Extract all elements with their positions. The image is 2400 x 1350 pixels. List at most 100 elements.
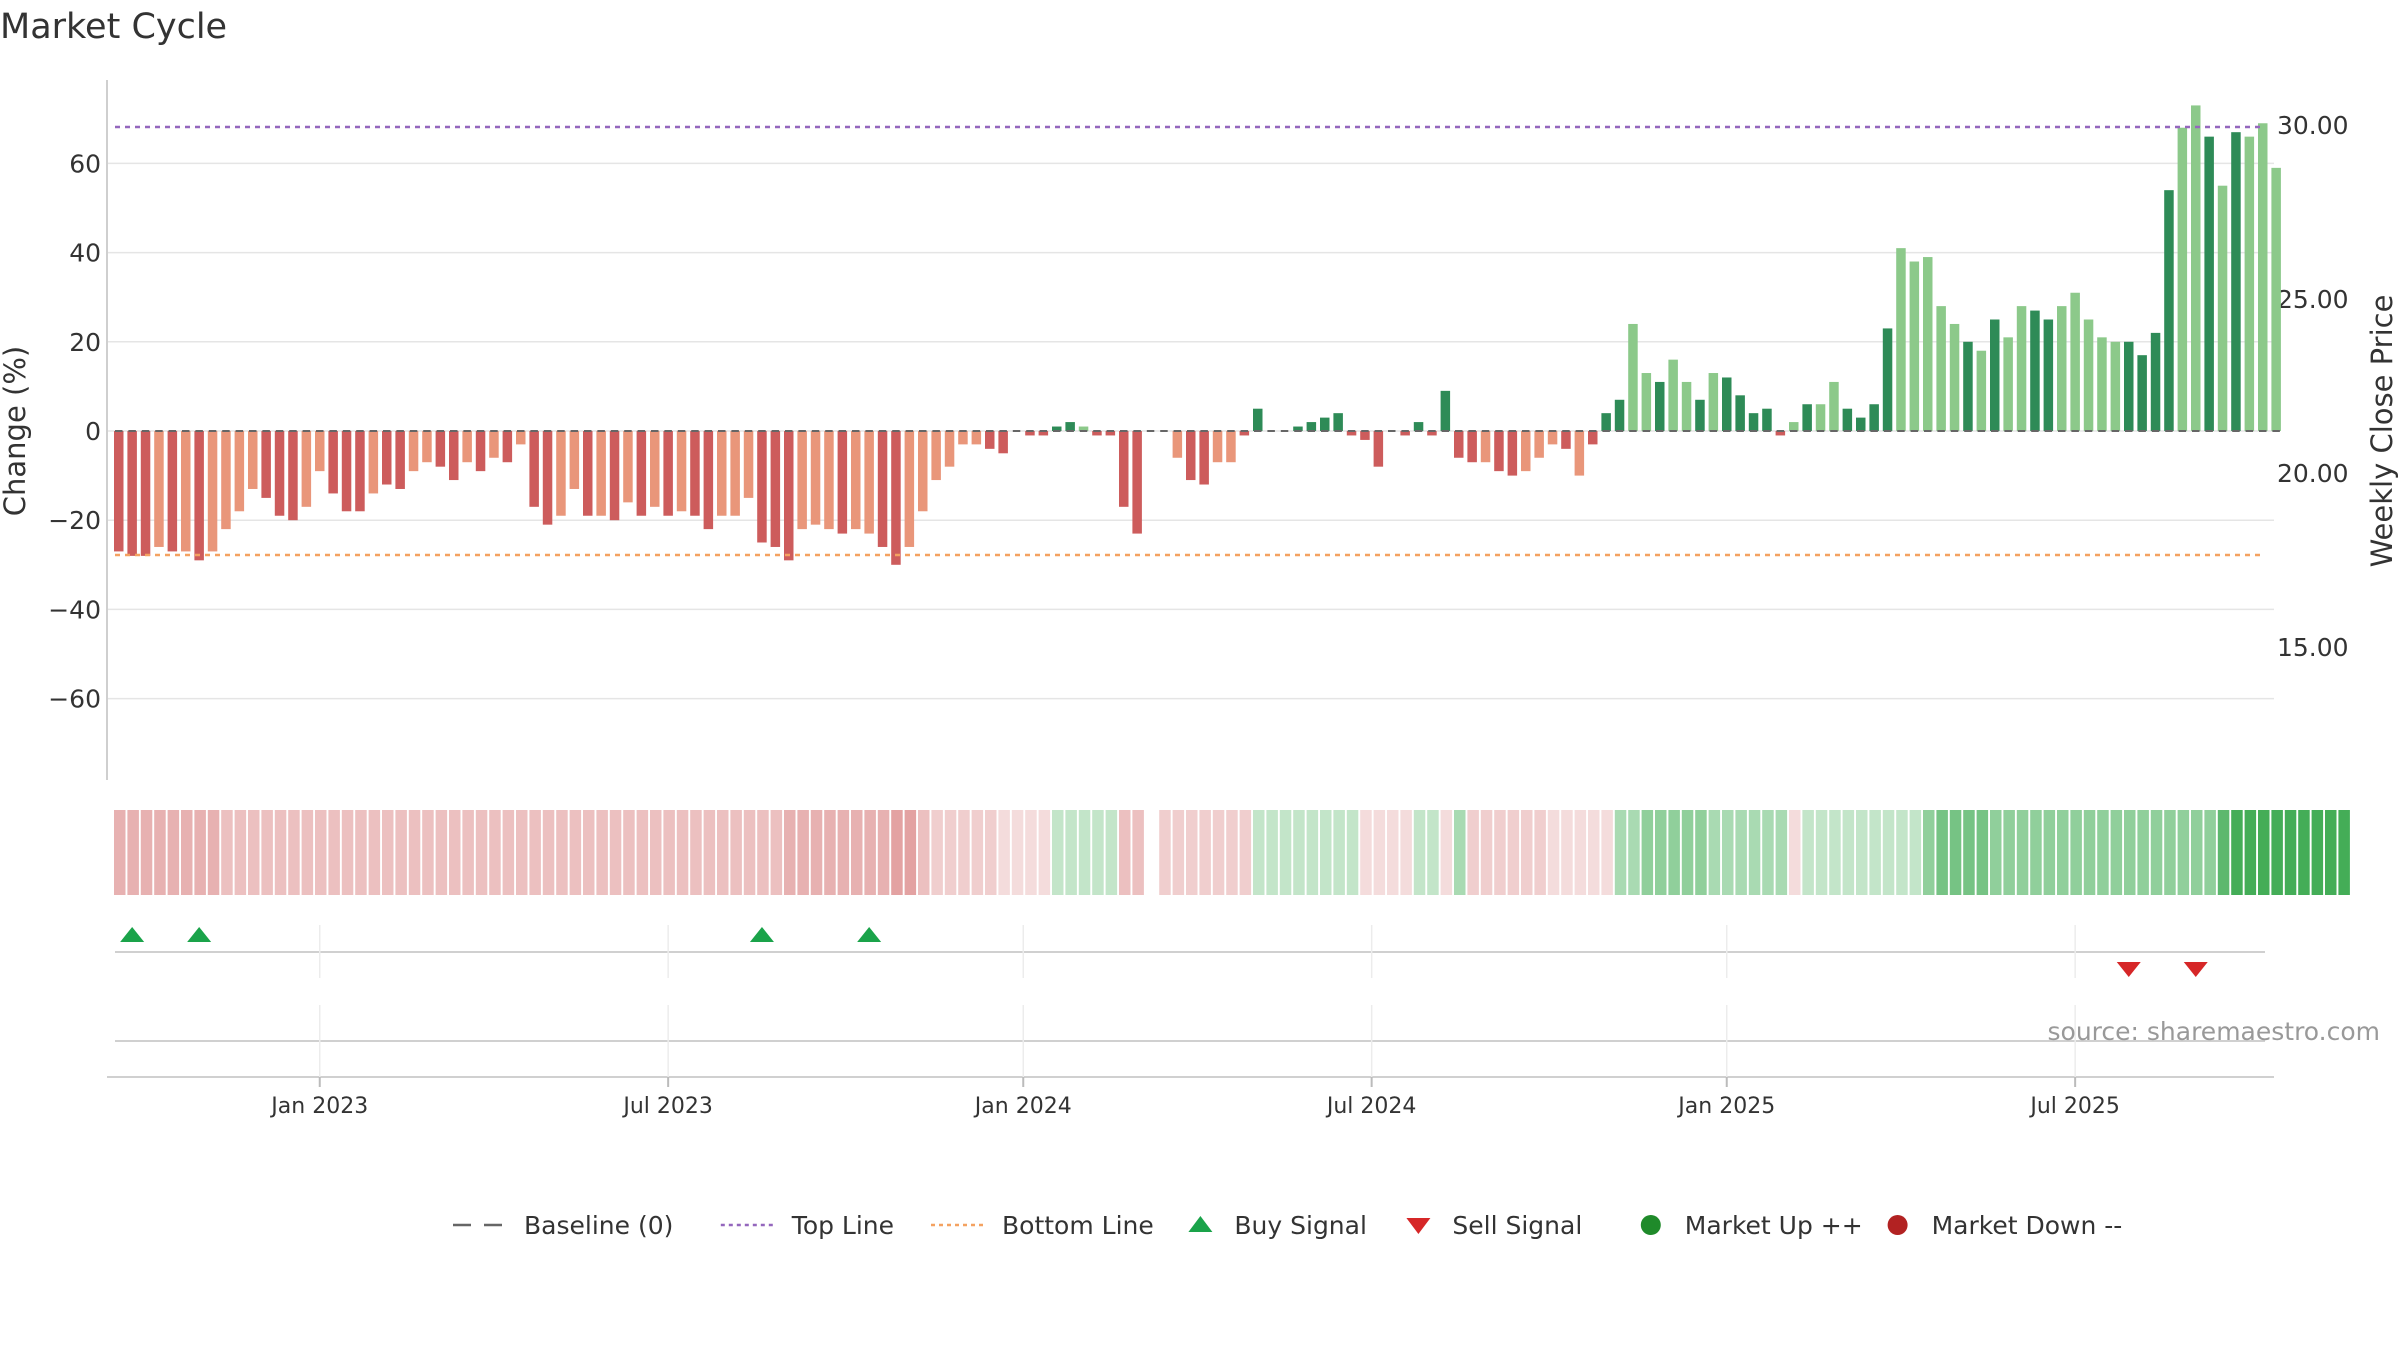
x-tick-label: Jan 2024 xyxy=(973,1094,1072,1119)
change-bar xyxy=(757,431,767,543)
y-axis-left-label: Change (%) xyxy=(0,346,32,516)
regime-cell xyxy=(1306,810,1319,895)
change-bar xyxy=(824,431,834,530)
regime-cell xyxy=(1346,810,1359,895)
regime-cell xyxy=(583,810,595,895)
regime-cell xyxy=(837,810,850,895)
change-bar xyxy=(1521,431,1531,472)
regime-cell xyxy=(301,810,314,895)
chart-title: Market Cycle xyxy=(0,7,227,47)
regime-cell xyxy=(1802,810,1814,895)
change-bar xyxy=(1092,431,1102,436)
sell-signal-marker xyxy=(2116,962,2141,977)
regime-cell xyxy=(663,810,675,895)
change-bar xyxy=(1078,426,1089,431)
regime-cell xyxy=(1320,810,1332,895)
legend-item: Top Line xyxy=(720,1211,894,1240)
change-bar xyxy=(1346,431,1357,436)
regime-cell xyxy=(462,810,474,895)
change-bar xyxy=(609,431,620,521)
regime-cell xyxy=(355,810,367,895)
change-bar xyxy=(1172,431,1183,458)
regime-cell xyxy=(1521,810,1533,895)
change-bar xyxy=(1681,381,1692,431)
regime-cell xyxy=(167,810,180,895)
regime-cell xyxy=(489,810,501,895)
change-bar xyxy=(1949,323,1960,431)
regime-cell xyxy=(1480,810,1493,895)
regime-cell xyxy=(918,810,930,895)
change-bar xyxy=(1990,319,2000,431)
regime-cell xyxy=(2244,810,2257,895)
regime-strip xyxy=(114,810,2350,895)
regime-cell xyxy=(998,810,1010,895)
regime-cell xyxy=(958,810,970,895)
regime-cell xyxy=(181,810,193,895)
change-bar xyxy=(502,431,513,463)
change-bar xyxy=(2217,185,2228,431)
regime-cell xyxy=(315,810,327,895)
change-bar xyxy=(1413,422,1424,431)
change-bar xyxy=(918,431,928,512)
regime-cell xyxy=(2043,810,2056,895)
y-tick-label: 60 xyxy=(69,149,101,178)
change-bar xyxy=(542,431,553,525)
regime-cell xyxy=(2217,810,2230,895)
regime-cell xyxy=(194,810,206,895)
regime-cell xyxy=(1293,810,1305,895)
regime-cell xyxy=(1909,810,1922,895)
change-bar xyxy=(1628,323,1638,431)
change-bar xyxy=(114,431,124,552)
change-bar xyxy=(341,431,352,512)
change-bar xyxy=(2258,123,2268,431)
regime-cell xyxy=(207,810,220,895)
regime-cell xyxy=(944,810,957,895)
change-bar xyxy=(1293,426,1303,431)
regime-cell xyxy=(1011,810,1024,895)
change-bar xyxy=(1427,431,1437,436)
regime-cell xyxy=(757,810,769,895)
regime-cell xyxy=(1574,810,1587,895)
regime-cell xyxy=(1614,810,1627,895)
regime-cell xyxy=(542,810,555,895)
buy-signal-marker xyxy=(187,927,212,942)
regime-cell xyxy=(1052,810,1064,895)
regime-cell xyxy=(703,810,716,895)
regime-cell xyxy=(2097,810,2109,895)
regime-cell xyxy=(328,810,340,895)
change-bar xyxy=(837,431,848,534)
change-bar xyxy=(1132,431,1142,534)
buy-signal-marker xyxy=(857,927,882,942)
regime-cell xyxy=(1427,810,1439,895)
change-bar xyxy=(2177,127,2188,431)
regime-cell xyxy=(985,810,997,895)
regime-cell xyxy=(1869,810,1881,895)
regime-cell xyxy=(529,810,541,895)
change-bar xyxy=(368,431,379,494)
regime-cell xyxy=(1963,810,1975,895)
regime-cell xyxy=(1065,810,1077,895)
regime-cell xyxy=(1078,810,1091,895)
regime-cell xyxy=(1400,810,1412,895)
regime-cell xyxy=(368,810,381,895)
y-tick-label: −60 xyxy=(48,685,101,714)
change-bar xyxy=(2057,306,2067,431)
regime-cell xyxy=(864,810,876,895)
regime-cell xyxy=(2325,810,2337,895)
change-bar xyxy=(475,431,486,472)
legend-circle-icon xyxy=(1640,1215,1661,1235)
change-bar xyxy=(1454,431,1464,458)
change-bar xyxy=(1226,431,1236,463)
regime-cell xyxy=(2057,810,2069,895)
legend-item: Sell Signal xyxy=(1406,1211,1582,1240)
x-tick-label: Jul 2024 xyxy=(1325,1094,1417,1119)
change-bar xyxy=(1748,413,1759,431)
change-bar xyxy=(1829,381,1839,431)
change-bar xyxy=(1239,431,1250,436)
change-bar xyxy=(1976,350,1987,431)
change-bar xyxy=(864,431,874,534)
regime-cell xyxy=(1882,810,1895,895)
change-bar xyxy=(154,431,164,547)
change-bar xyxy=(596,431,606,516)
regime-cell xyxy=(1936,810,1948,895)
